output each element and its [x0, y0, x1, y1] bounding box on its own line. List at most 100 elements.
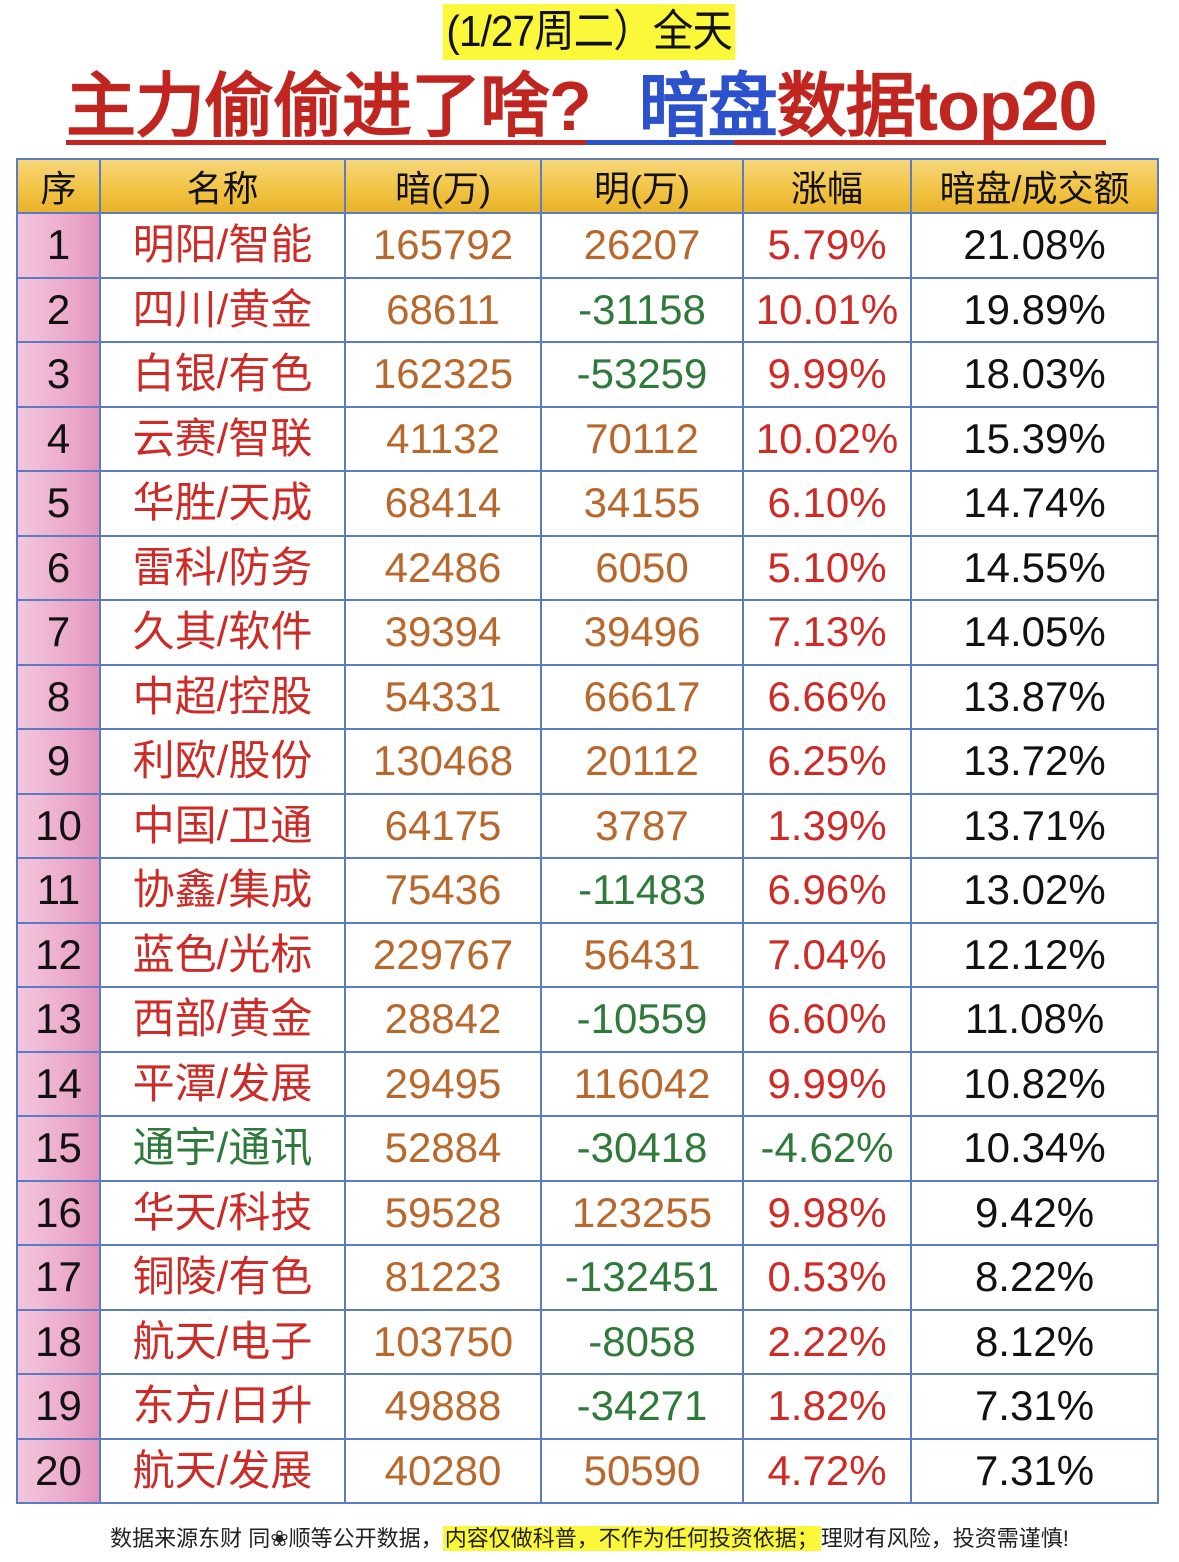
- lit-amount-cell: -30418: [540, 1115, 744, 1182]
- name-cell: 通宇/通讯: [99, 1115, 346, 1182]
- rank-cell: 5: [16, 470, 101, 537]
- ratio-cell: 19.89%: [910, 276, 1159, 343]
- change-cell: 7.13%: [742, 599, 912, 666]
- name-cell: 航天/发展: [99, 1437, 346, 1504]
- dark-amount-cell: 29495: [344, 1050, 542, 1117]
- change-cell: 6.66%: [742, 663, 912, 730]
- table-row: 14 平潭/发展 29495 116042 9.99% 10.82%: [16, 1050, 1159, 1117]
- col-header-name: 名称: [99, 158, 346, 214]
- dark-amount-cell: 40280: [344, 1437, 542, 1504]
- table-row: 9 利欧/股份 130468 20112 6.25% 13.72%: [16, 728, 1159, 795]
- rank-cell: 1: [16, 212, 101, 279]
- name-cell: 东方/日升: [99, 1373, 346, 1440]
- ratio-cell: 14.55%: [910, 534, 1159, 601]
- dark-amount-cell: 64175: [344, 792, 542, 859]
- dark-pool-table: 序 名称 暗(万) 明(万) 涨幅 暗盘/成交额 1 明阳/智能 165792 262…: [16, 158, 1159, 1504]
- table-row: 12 蓝色/光标 229767 56431 7.04% 12.12%: [16, 921, 1159, 988]
- footer-risk: 理财有风险，投资需谨慎!: [820, 1526, 1069, 1551]
- lit-amount-cell: -8058: [540, 1308, 744, 1375]
- ratio-cell: 13.72%: [910, 728, 1159, 795]
- change-cell: 6.25%: [742, 728, 912, 795]
- name-cell: 利欧/股份: [99, 728, 346, 795]
- dark-amount-cell: 75436: [344, 857, 542, 924]
- rank-cell: 3: [16, 341, 101, 408]
- change-cell: 9.99%: [742, 341, 912, 408]
- name-cell: 平潭/发展: [99, 1050, 346, 1117]
- ratio-cell: 14.05%: [910, 599, 1159, 666]
- ratio-cell: 18.03%: [910, 341, 1159, 408]
- dark-amount-cell: 49888: [344, 1373, 542, 1440]
- table-row: 4 云赛/智联 41132 70112 10.02% 15.39%: [16, 405, 1159, 472]
- ratio-cell: 14.74%: [910, 470, 1159, 537]
- ratio-cell: 13.02%: [910, 857, 1159, 924]
- subtitle-container: (1/27周二）全天: [0, 4, 1179, 60]
- rank-cell: 19: [16, 1373, 101, 1440]
- table-row: 7 久其/软件 39394 39496 7.13% 14.05%: [16, 599, 1159, 666]
- footer-source: 数据来源东财 同❀顺等公开数据，: [110, 1526, 443, 1551]
- dark-amount-cell: 229767: [344, 921, 542, 988]
- dark-amount-cell: 52884: [344, 1115, 542, 1182]
- table-row: 8 中超/控股 54331 66617 6.66% 13.87%: [16, 663, 1159, 730]
- col-header-lit: 明(万): [540, 158, 744, 214]
- ratio-cell: 9.42%: [910, 1179, 1159, 1246]
- lit-amount-cell: 26207: [540, 212, 744, 279]
- change-cell: 4.72%: [742, 1437, 912, 1504]
- title-part-highlight: 暗盘: [638, 67, 778, 145]
- rank-cell: 16: [16, 1179, 101, 1246]
- lit-amount-cell: -10559: [540, 986, 744, 1053]
- table-row: 20 航天/发展 40280 50590 4.72% 7.31%: [16, 1437, 1159, 1504]
- table-row: 18 航天/电子 103750 -8058 2.22% 8.12%: [16, 1308, 1159, 1375]
- rank-cell: 11: [16, 857, 101, 924]
- page-title: 主力偷偷进了啥? 暗盘数据top20: [66, 64, 1097, 148]
- lit-amount-cell: 3787: [540, 792, 744, 859]
- footer-highlight: 内容仅做科普，不作为任何投资依据；: [442, 1526, 821, 1551]
- table-header-row: 序 名称 暗(万) 明(万) 涨幅 暗盘/成交额: [16, 158, 1159, 214]
- name-cell: 云赛/智联: [99, 405, 346, 472]
- dark-amount-cell: 68611: [344, 276, 542, 343]
- dark-amount-cell: 39394: [344, 599, 542, 666]
- dark-amount-cell: 103750: [344, 1308, 542, 1375]
- change-cell: 6.60%: [742, 986, 912, 1053]
- name-cell: 中超/控股: [99, 663, 346, 730]
- dark-amount-cell: 54331: [344, 663, 542, 730]
- dark-amount-cell: 42486: [344, 534, 542, 601]
- table-row: 17 铜陵/有色 81223 -132451 0.53% 8.22%: [16, 1244, 1159, 1311]
- rank-cell: 7: [16, 599, 101, 666]
- rank-cell: 10: [16, 792, 101, 859]
- change-cell: 9.99%: [742, 1050, 912, 1117]
- ratio-cell: 10.34%: [910, 1115, 1159, 1182]
- rank-cell: 4: [16, 405, 101, 472]
- ratio-cell: 15.39%: [910, 405, 1159, 472]
- ratio-cell: 13.87%: [910, 663, 1159, 730]
- dark-amount-cell: 68414: [344, 470, 542, 537]
- dark-amount-cell: 41132: [344, 405, 542, 472]
- table-row: 6 雷科/防务 42486 6050 5.10% 14.55%: [16, 534, 1159, 601]
- lit-amount-cell: -11483: [540, 857, 744, 924]
- ratio-cell: 7.31%: [910, 1373, 1159, 1440]
- rank-cell: 12: [16, 921, 101, 988]
- ratio-cell: 13.71%: [910, 792, 1159, 859]
- table-row: 2 四川/黄金 68611 -31158 10.01% 19.89%: [16, 276, 1159, 343]
- dark-amount-cell: 130468: [344, 728, 542, 795]
- rank-cell: 15: [16, 1115, 101, 1182]
- name-cell: 久其/软件: [99, 599, 346, 666]
- ratio-cell: 11.08%: [910, 986, 1159, 1053]
- footer-disclaimer: 数据来源东财 同❀顺等公开数据，内容仅做科普，不作为任何投资依据；理财有风险，投…: [0, 1524, 1179, 1554]
- table-row: 19 东方/日升 49888 -34271 1.82% 7.31%: [16, 1373, 1159, 1440]
- rank-cell: 18: [16, 1308, 101, 1375]
- col-header-ratio: 暗盘/成交额: [910, 158, 1159, 214]
- change-cell: 5.10%: [742, 534, 912, 601]
- dark-amount-cell: 59528: [344, 1179, 542, 1246]
- lit-amount-cell: 50590: [540, 1437, 744, 1504]
- table-row: 15 通宇/通讯 52884 -30418 -4.62% 10.34%: [16, 1115, 1159, 1182]
- name-cell: 西部/黄金: [99, 986, 346, 1053]
- rank-cell: 6: [16, 534, 101, 601]
- dark-amount-cell: 81223: [344, 1244, 542, 1311]
- lit-amount-cell: 66617: [540, 663, 744, 730]
- name-cell: 航天/电子: [99, 1308, 346, 1375]
- table-row: 3 白银/有色 162325 -53259 9.99% 18.03%: [16, 341, 1159, 408]
- col-header-change: 涨幅: [742, 158, 912, 214]
- change-cell: 10.02%: [742, 405, 912, 472]
- rank-cell: 20: [16, 1437, 101, 1504]
- title-underline-red: [66, 140, 586, 145]
